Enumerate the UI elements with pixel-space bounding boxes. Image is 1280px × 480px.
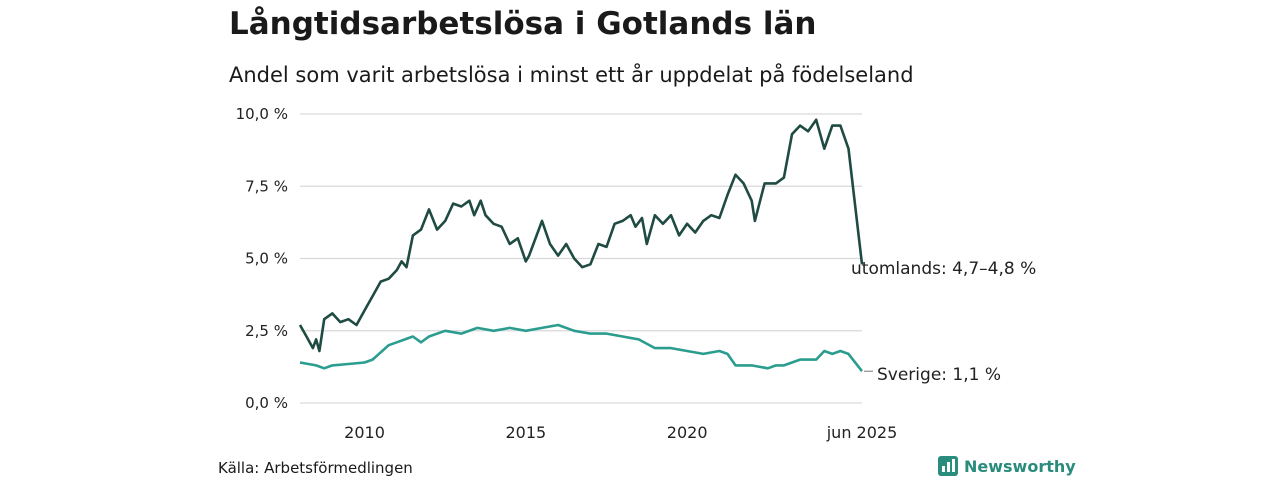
y-tick-label: 5,0 % (245, 250, 288, 268)
series-line-sverige (299, 323, 864, 372)
series-lines (298, 118, 864, 372)
brand-name: Newsworthy (964, 456, 1076, 476)
x-tick-label: 2015 (505, 423, 546, 442)
x-axis: 2010 2015 2020 jun 2025 (344, 423, 897, 442)
brand-logo[interactable]: Newsworthy (938, 456, 1076, 476)
source-note: Källa: Arbetsförmedlingen (218, 459, 413, 477)
series-end-label: Sverige: 1,1 % (877, 365, 1001, 385)
chart-subtitle: Andel som varit arbetslösa i minst ett å… (229, 63, 914, 87)
newsworthy-logo-icon (938, 456, 958, 476)
x-tick-label: jun 2025 (826, 423, 898, 442)
x-tick-label: 2010 (344, 423, 385, 442)
chart-title: Långtidsarbetslösa i Gotlands län (229, 6, 817, 42)
y-tick-label: 10,0 % (236, 105, 288, 123)
y-tick-label: 2,5 % (245, 322, 288, 340)
y-axis: 0,0 % 2,5 % 5,0 % 7,5 % 10,0 % (236, 105, 288, 412)
y-tick-label: 7,5 % (245, 177, 288, 195)
grid-lines (300, 113, 862, 404)
x-tick-label: 2020 (667, 423, 708, 442)
y-tick-label: 0,0 % (245, 394, 288, 412)
series-line-utomlands (298, 118, 864, 353)
series-labels: utomlands: 4,7–4,8 % Sverige: 1,1 % (851, 259, 1036, 385)
series-end-label: utomlands: 4,7–4,8 % (851, 259, 1036, 279)
